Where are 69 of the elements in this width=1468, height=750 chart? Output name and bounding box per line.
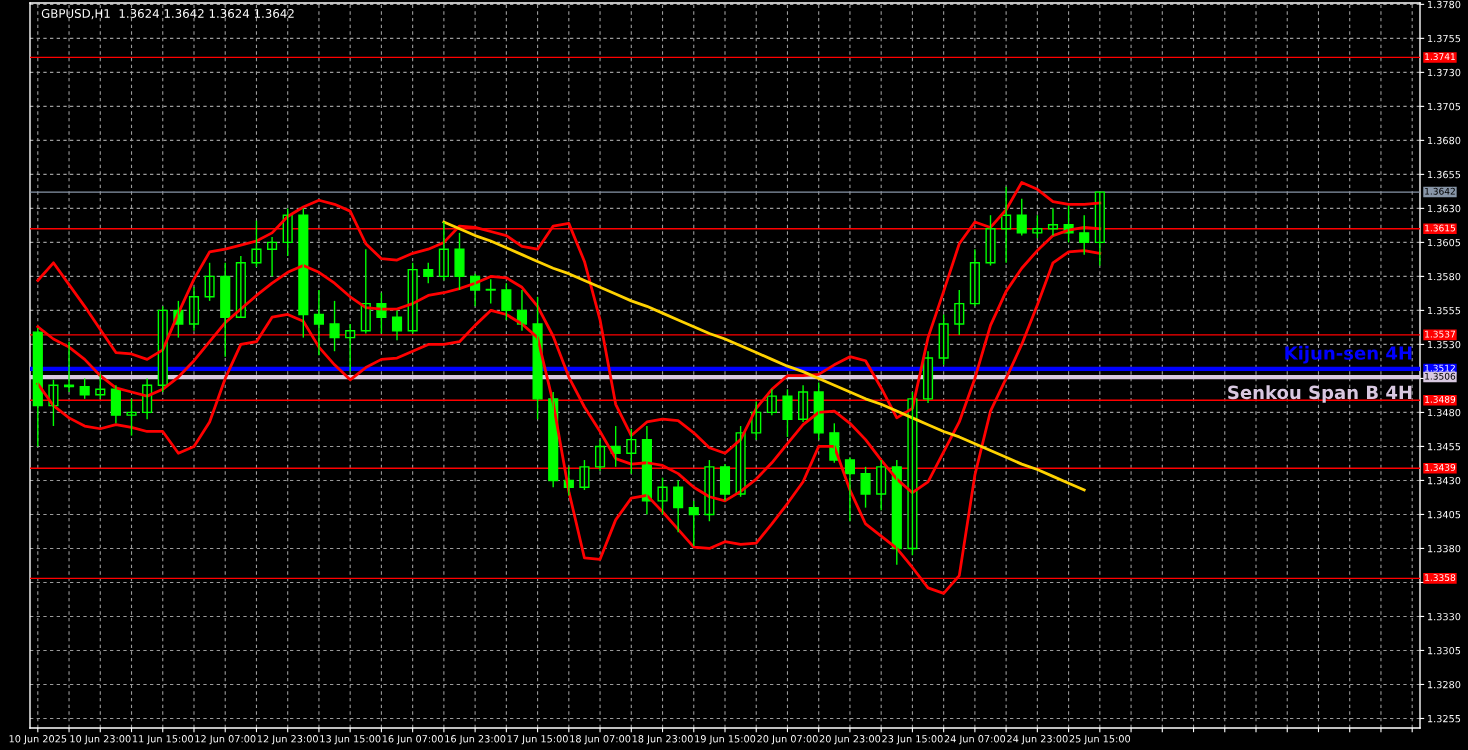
y-tick-label: 1.3430 [1428, 476, 1461, 485]
line-series [442, 220, 1086, 492]
x-tick-label: 20 Jun 23:00 [819, 735, 881, 745]
x-tick-label: 24 Jun 07:00 [944, 735, 1006, 745]
ref-line-label: 1.3439 [1425, 463, 1456, 471]
x-tick-label: 18 Jun 23:00 [632, 735, 693, 745]
x-tick-label: 16 Jun 23:00 [445, 735, 506, 745]
candlestick [329, 300, 340, 352]
x-tick-label: 12 Jun 23:00 [257, 735, 318, 745]
candlestick [860, 466, 871, 509]
x-tick-label: 19 Jun 15:00 [695, 735, 756, 745]
y-tick-label: 1.3755 [1428, 34, 1461, 43]
x-tick-label: 13 Jun 15:00 [320, 735, 381, 745]
y-tick-label: 1.3555 [1428, 306, 1461, 315]
ref-line-label: 1.3537 [1425, 330, 1455, 338]
x-tick-label: 23 Jun 15:00 [882, 735, 943, 745]
x-tick-label: 17 Jun 15:00 [507, 735, 568, 745]
y-tick-label: 1.3530 [1428, 340, 1461, 349]
y-tick-label: 1.3630 [1428, 204, 1461, 213]
candlestick [501, 282, 512, 321]
candlestick [657, 477, 668, 516]
candlestick [126, 398, 137, 437]
x-tick-label: 16 Jun 07:00 [382, 735, 443, 745]
candlestick [626, 428, 637, 475]
x-tick-label: 20 Jun 07:00 [757, 735, 818, 745]
ref-line-label: 1.3358 [1425, 574, 1456, 581]
y-tick-label: 1.3280 [1428, 680, 1461, 689]
annotation: Senkou Span B 4H [1228, 385, 1412, 403]
chart-title: GBPUSD,H1 1.3624 1.3642 1.3624 1.3642 [41, 9, 294, 20]
x-tick-label: 11 Jun 15:00 [132, 735, 193, 745]
x-tick-label: 25 Jun 15:00 [1069, 735, 1131, 745]
candlestick [1079, 214, 1090, 256]
y-tick-label: 1.3680 [1428, 136, 1461, 145]
ref-line-label: 1.3506 [1425, 372, 1456, 380]
y-tick-label: 1.3380 [1428, 544, 1461, 553]
candlestick [938, 313, 949, 366]
y-tick-label: 1.3580 [1428, 272, 1461, 281]
ref-line-label: 1.3741 [1425, 53, 1455, 61]
x-tick-label: 10 Jun 23:00 [70, 735, 131, 745]
x-tick-label: 18 Jun 07:00 [570, 735, 631, 745]
candlestick [954, 289, 965, 336]
x-tick-label: 10 Jun 2025 [9, 735, 67, 745]
x-tick-label: 24 Jun 23:00 [1007, 735, 1068, 745]
ref-line-label: 1.3642 [1425, 187, 1455, 195]
y-tick-label: 1.3255 [1428, 714, 1461, 723]
y-tick-label: 1.3330 [1428, 612, 1461, 621]
candlestick [782, 388, 793, 438]
ref-line-label: 1.3512 [1425, 364, 1455, 372]
candlestick [251, 219, 262, 268]
y-tick-label: 1.3705 [1428, 102, 1461, 111]
y-tick-label: 1.3480 [1428, 408, 1461, 417]
candlestick [454, 232, 465, 291]
y-tick-label: 1.3305 [1428, 646, 1461, 655]
candlestick [985, 214, 996, 267]
candlestick [579, 459, 590, 491]
y-tick-label: 1.3655 [1428, 170, 1461, 179]
y-tick-label: 1.3605 [1428, 238, 1461, 247]
y-tick-label: 1.3730 [1428, 68, 1461, 77]
annotation: Kijun-sen 4H [1285, 345, 1412, 364]
candlestick [1032, 214, 1043, 240]
y-tick-label: 1.3780 [1428, 0, 1461, 9]
candlestick [204, 262, 215, 302]
ref-line-label: 1.3615 [1425, 224, 1455, 232]
candlestick [1016, 198, 1027, 237]
candlestick [485, 278, 496, 305]
y-tick-label: 1.3455 [1428, 442, 1461, 451]
ref-line-label: 1.3489 [1425, 395, 1456, 403]
y-tick-label: 1.3405 [1428, 510, 1461, 519]
x-tick-label: 12 Jun 07:00 [195, 735, 256, 745]
